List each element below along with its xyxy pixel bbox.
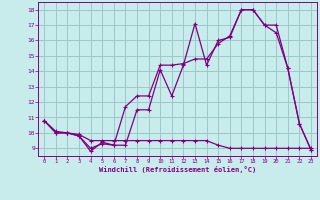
X-axis label: Windchill (Refroidissement éolien,°C): Windchill (Refroidissement éolien,°C) [99,166,256,173]
